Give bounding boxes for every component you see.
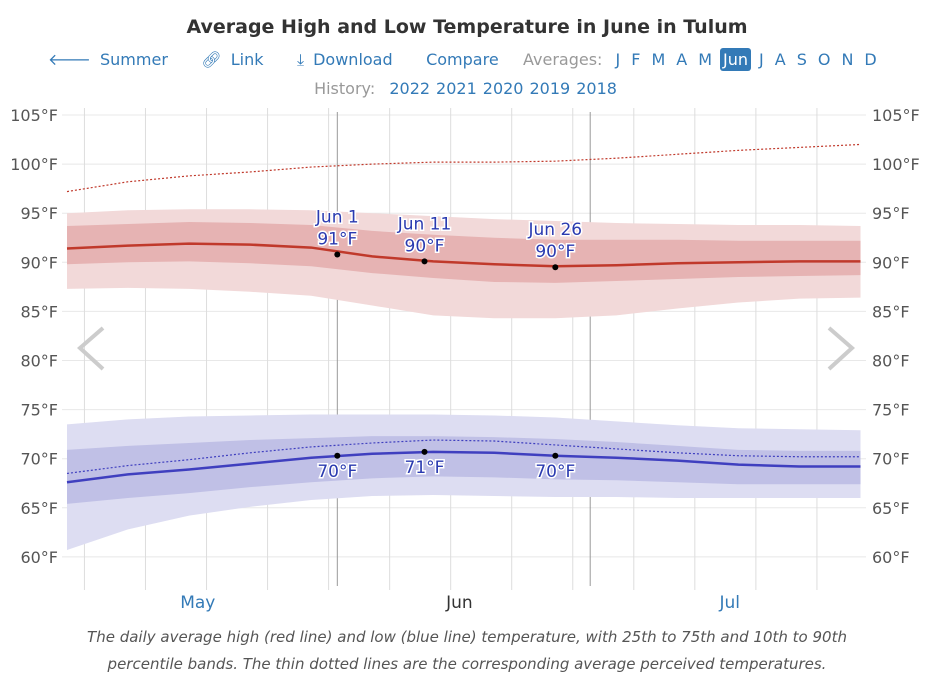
temperature-chart: 60°F 60°F 65°F 65°F 70°F 70°F 75°F 75°F 80°F 80°F… [10,106,920,613]
y-tick-label-right: 75°F [872,401,910,420]
high-point [421,258,428,265]
month-9[interactable]: O [817,50,831,69]
high-perceived-line [66,143,861,193]
y-tick-label-left: 85°F [20,302,58,321]
month-6[interactable]: J [759,50,764,69]
month-11[interactable]: D [864,50,877,69]
x-tick-label: Jun [445,593,473,613]
y-tick-label-left: 70°F [20,450,58,469]
low-perceived-line [66,439,861,475]
link-icon: 🔗︎ [201,50,222,69]
y-tick-label-left: 80°F [20,352,58,371]
annotation-low: 71°F [405,458,445,478]
low-band-25-75 [67,436,861,504]
history-year[interactable]: 2018 [576,79,617,98]
compare-link[interactable]: Compare [426,50,499,69]
chevron-left-icon[interactable] [76,326,105,371]
history-year[interactable]: 2020 [482,79,524,98]
x-tick-label: Jul [718,593,740,613]
y-tick-label-right: 80°F [872,352,910,371]
month-7[interactable]: A [774,50,786,69]
low-point [421,448,428,455]
caption-line: percentile bands. The thin dotted lines … [107,655,827,673]
month-10[interactable]: N [841,50,854,69]
history-year[interactable]: 2022 [389,79,431,98]
arrow-left-icon: 🡐 [48,50,91,69]
averages-label: Averages: [523,50,603,69]
low-line [66,450,861,484]
y-tick-label-right: 70°F [872,450,910,469]
month-5[interactable]: Jun [720,48,752,71]
history-year[interactable]: 2021 [436,79,477,98]
month-4[interactable]: M [698,50,713,69]
annotation-low: 70°F [535,462,575,482]
summer-link[interactable]: 🡐 Summer [48,50,168,69]
chart-title: Average High and Low Temperature in June… [186,16,748,38]
high-point [334,251,341,258]
y-tick-label-left: 60°F [20,548,58,567]
y-tick-label-right: 85°F [872,302,910,321]
nav-bar: 🡐 Summer 🔗︎ Link ⤓ Download Compare Aver… [48,48,888,71]
link-button[interactable]: 🔗︎ Link [201,50,264,69]
annotation-high: 91°F [317,229,357,249]
month-8[interactable]: S [796,50,807,69]
y-tick-label-right: 100°F [872,155,920,174]
y-tick-label-left: 75°F [20,401,58,420]
y-tick-label-left: 65°F [20,499,58,518]
high-point [552,264,559,271]
download-icon: ⤓ [296,50,305,69]
annotation-high: 90°F [535,242,575,262]
annotation-date: Jun 1 [315,207,359,227]
annotation-date: Jun 26 [528,220,583,240]
y-tick-label-right: 95°F [872,204,910,223]
y-tick-label-right: 90°F [872,253,910,272]
chart-caption: The daily average high (red line) and lo… [0,624,934,678]
download-button[interactable]: ⤓ Download [296,50,393,69]
month-1[interactable]: F [631,50,641,69]
x-tick-label: May [180,593,215,613]
chevron-right-icon[interactable] [827,326,856,371]
history-bar: History: 2022 2021 2020 2019 2018 [0,79,934,98]
annotation-high: 90°F [405,236,445,256]
month-3[interactable]: A [676,50,688,69]
annotation-date: Jun 11 [397,214,452,234]
y-tick-label-left: 105°F [10,106,58,125]
low-point [334,452,341,459]
history-label: History: [314,79,376,98]
high-band-25-75 [67,222,861,283]
y-tick-label-left: 95°F [20,204,58,223]
y-tick-label-left: 90°F [20,253,58,272]
y-tick-label-left: 100°F [10,155,58,174]
high-line [66,242,861,268]
month-0[interactable]: J [615,50,621,69]
y-tick-label-right: 60°F [872,548,910,567]
annotation-low: 70°F [317,462,357,482]
caption-line: The daily average high (red line) and lo… [87,628,847,646]
y-tick-label-right: 65°F [872,499,910,518]
low-point [552,452,559,459]
month-2[interactable]: M [651,50,666,69]
y-tick-label-right: 105°F [872,106,920,125]
month-selector: J F M A M Jun J A S O N D [612,48,884,71]
history-year[interactable]: 2019 [529,79,571,98]
